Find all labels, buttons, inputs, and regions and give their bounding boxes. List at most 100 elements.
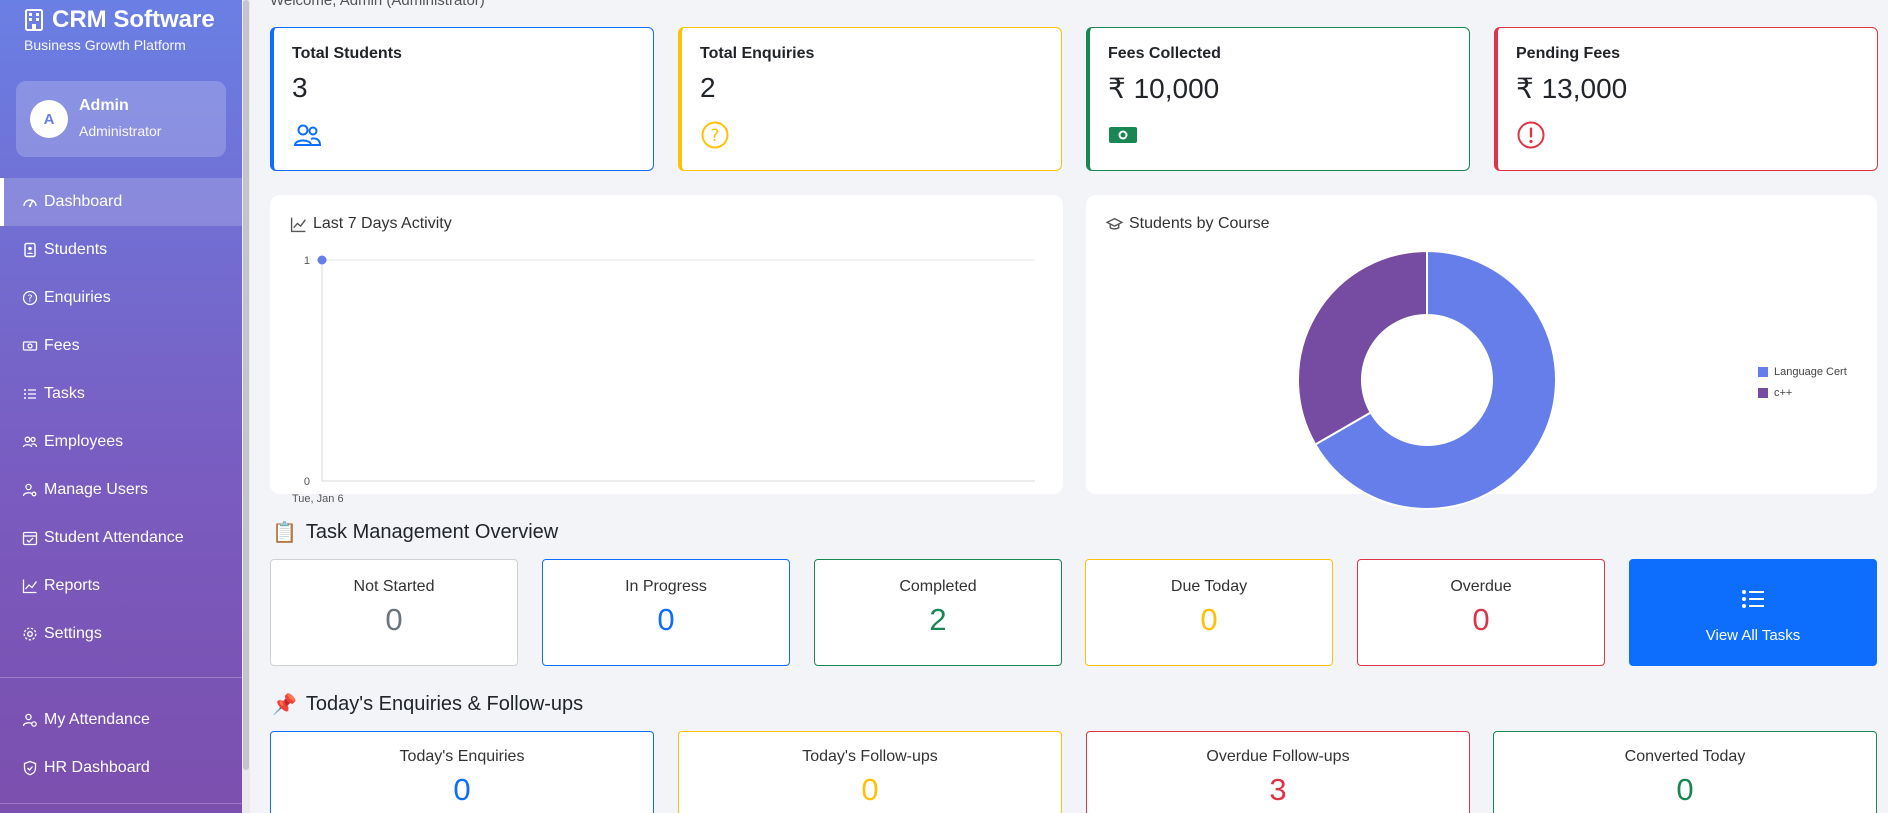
person-gear-icon [22, 483, 37, 497]
scrollbar-thumb[interactable] [243, 0, 249, 770]
sidebar-scrollbar[interactable] [242, 0, 250, 813]
stat-card-fees-collected[interactable]: Fees Collected ₹ 10,000 [1086, 27, 1470, 171]
stat-value: 3 [292, 72, 308, 103]
question-circle-icon: ? [22, 290, 38, 306]
brand: CRM Software [24, 6, 215, 34]
sidebar-item-manage-users[interactable]: Manage Users [0, 466, 242, 514]
enquiry-card-todays-followups[interactable]: Today's Follow-ups 0 [678, 731, 1062, 813]
person-clock-icon [22, 713, 37, 727]
stat-card-pending-fees[interactable]: Pending Fees ₹ 13,000 [1494, 27, 1878, 171]
sidebar-item-hr-dashboard[interactable]: HR Dashboard [0, 744, 242, 792]
sidebar-item-label: Fees [44, 337, 80, 354]
donut-slice[interactable] [1313, 249, 1557, 510]
task-card-completed[interactable]: Completed 2 [814, 559, 1062, 666]
enquiry-label: Overdue Follow-ups [1206, 748, 1350, 765]
task-card-not-started[interactable]: Not Started 0 [270, 559, 518, 666]
user-name: Admin [79, 97, 129, 114]
section-title: Today's Enquiries & Follow-ups [305, 693, 584, 715]
donut-slice[interactable] [1297, 249, 1428, 446]
task-value: 0 [1200, 602, 1218, 637]
task-label: Completed [899, 578, 977, 595]
sidebar-item-tasks[interactable]: Tasks [0, 370, 242, 418]
enquiry-section-heading: 📌 Today's Enquiries & Follow-ups [272, 692, 583, 717]
stat-value: ₹ 13,000 [1516, 73, 1628, 104]
sidebar-item-label: Manage Users [44, 481, 149, 498]
people-icon [293, 124, 322, 146]
task-card-in-progress[interactable]: In Progress 0 [542, 559, 790, 666]
sidebar-item-label: Tasks [44, 385, 85, 402]
task-value: 0 [1472, 602, 1490, 637]
sidebar-nav: Dashboard Students ? Enquiries Fees Task… [0, 178, 242, 792]
activity-line-chart: 0 1 Tue, Jan 6 [292, 255, 1035, 505]
sidebar-item-label: Dashboard [44, 193, 123, 210]
question-circle-icon: ? [701, 121, 729, 149]
x-tick-label: Tue, Jan 6 [292, 493, 344, 505]
legend-swatch [1758, 387, 1768, 398]
cash-icon [22, 341, 38, 351]
stat-label: Pending Fees [1516, 45, 1621, 62]
pushpin-icon: 📌 [272, 694, 297, 716]
sidebar-item-my-attendance[interactable]: My Attendance [0, 696, 242, 744]
chart-legend: Language Cert c++ [1758, 361, 1847, 403]
data-point[interactable] [317, 255, 327, 265]
enquiry-value: 3 [1269, 772, 1287, 807]
calendar-check-icon [22, 531, 38, 546]
id-card-icon [24, 242, 36, 258]
enquiry-label: Today's Enquiries [399, 748, 525, 765]
sidebar-item-label: My Attendance [44, 711, 150, 728]
task-card-overdue[interactable]: Overdue 0 [1357, 559, 1605, 666]
stat-value: ₹ 10,000 [1108, 73, 1220, 104]
nav-divider [0, 803, 242, 804]
sidebar: CRM Software Business Growth Platform A … [0, 0, 242, 813]
sidebar-item-employees[interactable]: Employees [0, 418, 242, 466]
sidebar-item-enquiries[interactable]: ? Enquiries [0, 274, 242, 322]
task-value: 0 [657, 602, 675, 637]
list-icon [1742, 590, 1764, 608]
sidebar-item-label: Reports [44, 577, 101, 594]
legend-label: Language Cert [1774, 365, 1847, 378]
sidebar-item-students[interactable]: Students [0, 226, 242, 274]
enquiry-label: Converted Today [1624, 748, 1746, 765]
list-icon [24, 389, 36, 399]
svg-text:?: ? [27, 294, 32, 305]
task-label: In Progress [625, 578, 707, 595]
sidebar-item-reports[interactable]: Reports [0, 562, 242, 610]
enquiry-value: 0 [453, 772, 471, 807]
stat-card-total-students[interactable]: Total Students 3 [270, 27, 654, 171]
sidebar-item-label: Students [44, 241, 108, 258]
building-icon [25, 9, 43, 31]
section-title: Task Management Overview [305, 521, 559, 543]
legend-item[interactable]: c++ [1758, 382, 1847, 403]
view-all-tasks-button[interactable]: View All Tasks [1629, 559, 1877, 666]
enquiry-card-todays-enquiries[interactable]: Today's Enquiries 0 [270, 731, 654, 813]
sidebar-item-dashboard[interactable]: Dashboard [0, 178, 242, 226]
enquiry-card-overdue-followups[interactable]: Overdue Follow-ups 3 [1086, 731, 1470, 813]
legend-swatch [1758, 366, 1768, 377]
task-value: 0 [385, 602, 403, 637]
cash-icon [1109, 127, 1137, 143]
stat-value: 2 [700, 72, 716, 103]
stat-card-total-enquiries[interactable]: Total Enquiries 2 ? [678, 27, 1062, 171]
course-title: Students by Course [1129, 215, 1270, 232]
sidebar-item-label: Employees [44, 433, 124, 450]
legend-label: c++ [1774, 386, 1793, 399]
task-card-due-today[interactable]: Due Today 0 [1085, 559, 1333, 666]
legend-item[interactable]: Language Cert [1758, 361, 1847, 382]
welcome-text: Welcome, Admin (Administrator) [270, 0, 485, 9]
sidebar-item-settings[interactable]: Settings [0, 610, 242, 658]
task-label: Due Today [1170, 578, 1248, 595]
course-donut-chart [1297, 249, 1557, 510]
shield-check-icon [23, 760, 37, 776]
user-card[interactable]: A Admin Administrator [16, 81, 226, 157]
task-value: 2 [929, 602, 947, 637]
stat-label: Total Enquiries [700, 45, 815, 62]
y-tick-label: 1 [304, 255, 310, 267]
y-tick-label: 0 [304, 476, 310, 488]
sidebar-item-student-attendance[interactable]: Student Attendance [0, 514, 242, 562]
speedometer-icon [23, 199, 37, 208]
exclamation-circle-icon [1517, 121, 1545, 149]
avatar: A [30, 100, 68, 138]
sidebar-item-label: Enquiries [44, 289, 111, 306]
enquiry-card-converted-today[interactable]: Converted Today 0 [1493, 731, 1877, 813]
sidebar-item-fees[interactable]: Fees [0, 322, 242, 370]
